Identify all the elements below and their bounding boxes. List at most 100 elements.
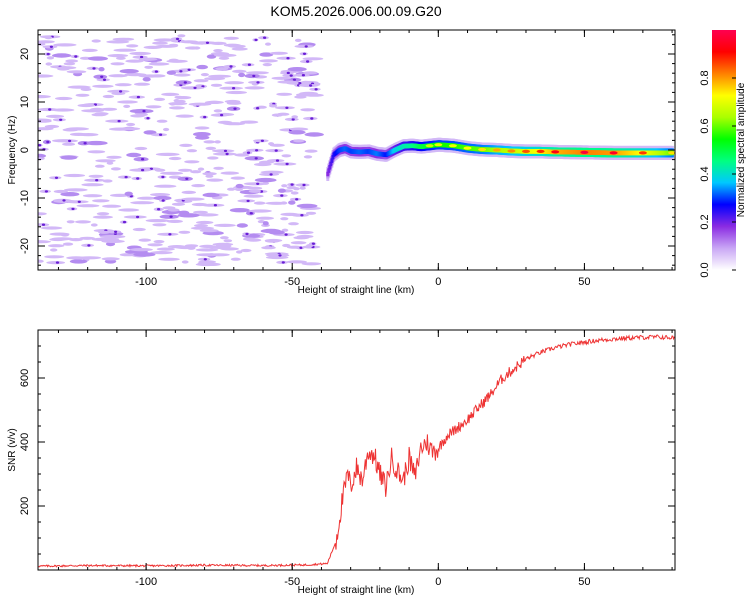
noise-blob xyxy=(240,120,259,124)
noise-peak xyxy=(136,177,140,180)
noise-peak xyxy=(140,55,144,59)
noise-blob xyxy=(215,67,229,71)
noise-blob xyxy=(66,256,86,260)
noise-blob xyxy=(155,44,178,48)
noise-blob xyxy=(38,240,51,244)
noise-blob xyxy=(204,77,226,81)
noise-blob xyxy=(293,236,310,240)
noise-blob xyxy=(149,74,166,78)
noise-peak xyxy=(245,232,249,236)
ridge-hotspot xyxy=(478,147,487,152)
noise-blob xyxy=(94,164,105,168)
noise-blob xyxy=(234,187,243,191)
noise-peak xyxy=(87,244,91,247)
noise-blob xyxy=(196,64,208,70)
noise-peak xyxy=(54,176,59,179)
noise-blob xyxy=(281,228,289,232)
noise-peak xyxy=(203,115,207,119)
noise-peak xyxy=(314,88,318,91)
noise-blob xyxy=(77,103,96,108)
noise-peak xyxy=(291,118,295,121)
snr-y-tick-label: 400 xyxy=(19,433,31,451)
noise-blob xyxy=(48,244,65,248)
snr-y-axis-label: SNR (v/v) xyxy=(7,428,18,471)
noise-peak xyxy=(284,233,288,236)
spectrogram-x-axis-label: Height of straight line (km) xyxy=(298,285,415,296)
noise-peak xyxy=(83,142,87,145)
noise-blob xyxy=(248,80,265,84)
noise-peak xyxy=(187,68,191,72)
noise-blob xyxy=(104,235,126,239)
noise-blob xyxy=(80,87,92,91)
noise-blob xyxy=(223,239,233,243)
noise-blob xyxy=(85,140,108,146)
noise-peak xyxy=(246,199,250,203)
noise-blob xyxy=(240,248,252,253)
noise-blob xyxy=(106,40,130,44)
noise-peak xyxy=(114,230,118,233)
spectrogram-y-axis-label: Frequency (Hz) xyxy=(7,116,18,185)
noise-peak xyxy=(102,78,107,82)
noise-peak xyxy=(220,113,224,117)
noise-blob xyxy=(187,246,196,250)
noise-blob xyxy=(259,59,278,63)
noise-blob xyxy=(258,160,274,164)
noise-blob xyxy=(202,192,220,198)
noise-blob xyxy=(207,156,219,160)
noise-blob xyxy=(152,41,168,45)
noise-peak xyxy=(233,107,237,110)
noise-peak xyxy=(168,233,172,236)
snr-x-tick-label: 0 xyxy=(435,576,441,588)
noise-peak xyxy=(193,86,197,90)
spectrogram-x-tick-label: 0 xyxy=(435,276,441,288)
noise-blob xyxy=(133,252,156,257)
noise-blob xyxy=(206,54,217,59)
noise-blob xyxy=(276,92,293,96)
noise-blob xyxy=(200,73,209,77)
noise-peak xyxy=(71,207,75,211)
noise-blob xyxy=(129,51,151,56)
noise-blob xyxy=(290,241,307,245)
noise-peak xyxy=(281,261,285,264)
noise-blob xyxy=(153,97,166,101)
noise-blob xyxy=(107,54,129,58)
noise-blob xyxy=(179,143,193,147)
noise-blob xyxy=(197,213,219,217)
noise-blob xyxy=(49,232,70,236)
noise-blob xyxy=(161,92,180,96)
noise-blob xyxy=(44,36,53,40)
colorbar-tick-label: 0.2 xyxy=(699,214,711,229)
noise-blob xyxy=(277,188,286,193)
noise-blob xyxy=(282,243,291,248)
noise-peak xyxy=(275,159,280,162)
snr-background xyxy=(38,330,675,570)
noise-blob xyxy=(105,119,129,123)
noise-blob xyxy=(129,248,153,252)
noise-blob xyxy=(138,57,158,61)
ridge-hotspot xyxy=(580,150,589,154)
noise-blob xyxy=(126,122,136,127)
noise-blob xyxy=(244,86,265,90)
ridge-hotspot xyxy=(463,146,472,150)
noise-peak xyxy=(48,108,52,111)
noise-blob xyxy=(113,48,137,52)
noise-blob xyxy=(62,242,74,246)
noise-peak xyxy=(301,74,305,77)
noise-blob xyxy=(38,74,54,78)
noise-blob xyxy=(151,133,167,137)
noise-blob xyxy=(195,248,219,252)
noise-blob xyxy=(290,191,299,195)
ridge-core xyxy=(331,154,335,160)
noise-blob xyxy=(210,113,229,117)
noise-blob xyxy=(197,167,205,171)
noise-blob xyxy=(169,106,185,110)
noise-blob xyxy=(154,168,166,172)
noise-peak xyxy=(274,149,278,152)
noise-blob xyxy=(281,184,288,188)
noise-blob xyxy=(62,142,76,146)
noise-blob xyxy=(69,238,83,242)
noise-blob xyxy=(304,149,318,153)
noise-blob xyxy=(201,203,225,207)
noise-blob xyxy=(275,106,295,110)
noise-blob xyxy=(207,100,222,104)
